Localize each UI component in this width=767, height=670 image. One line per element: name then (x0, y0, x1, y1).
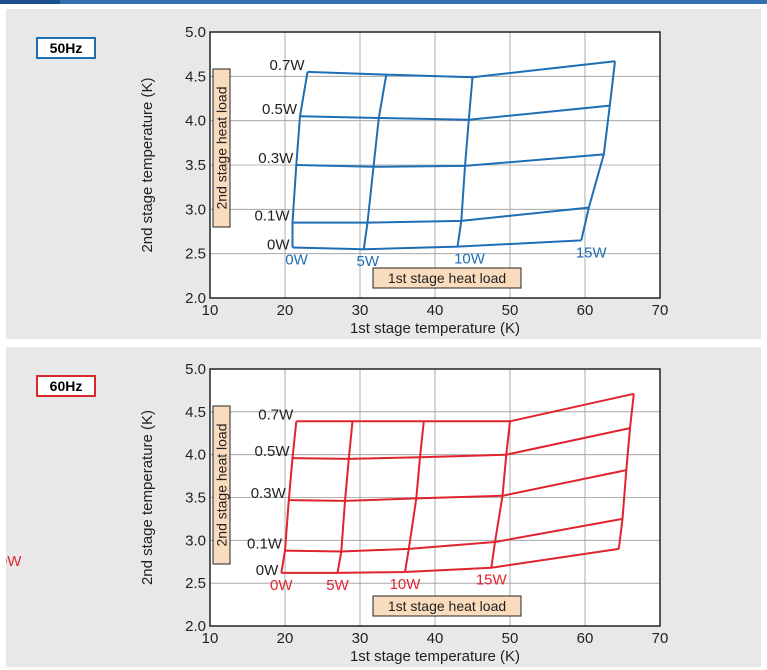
first-stage-load-label: 15W (576, 244, 608, 261)
y-tick-label: 3.5 (185, 490, 206, 507)
second-stage-load-label: 0.5W (262, 101, 298, 118)
second-stage-load-line (296, 392, 635, 423)
second-stage-load-label: 0W (267, 236, 290, 253)
x-axis-label: 1st stage temperature (K) (350, 648, 520, 665)
x-tick-label: 40 (427, 302, 444, 319)
second-stage-heat-load-box (212, 68, 231, 228)
x-tick-label: 20 (277, 302, 294, 319)
y-tick-label: 3.5 (185, 157, 206, 174)
x-tick-label: 70 (652, 302, 669, 319)
second-stage-load-label: 0.1W (254, 208, 290, 225)
y-tick-label: 4.0 (185, 113, 206, 130)
header-bar (0, 0, 767, 4)
y-tick-label: 2.0 (185, 290, 206, 307)
first-stage-heat-load-box (372, 267, 522, 289)
second-stage-load-label: 0.7W (269, 57, 305, 74)
second-stage-heat-load-title: 2nd stage heat load (214, 424, 230, 547)
first-stage-heat-load-title: 1st stage heat load (388, 598, 506, 614)
first-stage-load-label: 0W (270, 577, 293, 594)
second-stage-load-label: 0W (256, 562, 279, 579)
first-stage-load-line (336, 421, 354, 574)
first-stage-heat-load-title: 1st stage heat load (388, 270, 506, 286)
second-stage-load-line (296, 153, 604, 168)
y-tick-label: 5.0 (185, 361, 206, 378)
second-stage-load-label: 0.3W (258, 150, 294, 167)
first-stage-load-line (456, 77, 474, 247)
y-tick-label: 3.0 (185, 532, 206, 549)
second-stage-load-line (292, 239, 582, 251)
second-stage-load-line (292, 206, 589, 224)
y-tick-label: 2.5 (185, 575, 206, 592)
x-tick-label: 60 (577, 630, 594, 647)
y-axis-label: 2nd stage temperature (K) (139, 410, 156, 585)
second-stage-heat-load-title: 2nd stage heat load (214, 87, 230, 210)
y-axis-label: 2nd stage temperature (K) (139, 77, 156, 252)
first-stage-load-line (617, 393, 635, 550)
first-stage-load-line (404, 421, 425, 573)
x-tick-label: 40 (427, 630, 444, 647)
second-stage-load-label: 0.3W (251, 485, 287, 502)
x-tick-label: 20 (277, 630, 294, 647)
first-stage-load-line (490, 421, 511, 568)
first-stage-load-label: 15W (476, 572, 508, 589)
first-stage-load-label: 0W (285, 251, 308, 268)
second-stage-load-label: 0.5W (254, 443, 290, 460)
x-tick-label: 30 (352, 630, 369, 647)
frequency-badge-60hz: 60Hz (36, 375, 96, 397)
y-tick-label: 3.0 (185, 201, 206, 218)
x-axis-label: 1st stage temperature (K) (350, 320, 520, 337)
first-stage-load-label: 20W (6, 553, 22, 570)
chart-50hz: 10 20 30 40 50 60 70 2.0 2.5 3.0 3.5 4.0 4.5 5.0 1st s… (139, 24, 669, 337)
second-stage-load-line (299, 104, 610, 121)
header-accent (0, 0, 60, 4)
first-stage-load-line (280, 421, 298, 574)
first-stage-load-label: 5W (357, 253, 380, 270)
frequency-badge-50hz: 50Hz (36, 37, 96, 59)
x-tick-label: 50 (502, 302, 519, 319)
plot-frame (209, 368, 661, 627)
y-tick-label: 4.5 (185, 404, 206, 421)
x-tick-label: 60 (577, 302, 594, 319)
second-stage-heat-load-box (212, 405, 231, 565)
first-stage-load-line (291, 71, 309, 248)
x-tick-label: 30 (352, 302, 369, 319)
first-stage-load-label: 5W (326, 577, 349, 594)
first-stage-heat-load-box (372, 595, 522, 617)
first-stage-load-label: 10W (390, 576, 422, 593)
second-stage-load-line (307, 60, 616, 79)
x-tick-label: 70 (652, 630, 669, 647)
chart-panel-50hz: 10 20 30 40 50 60 70 2.0 2.5 3.0 3.5 4.0 4.5 5.0 1st s… (6, 9, 761, 339)
y-tick-label: 2.5 (185, 246, 206, 263)
chart-panel-60hz: 10 20 30 40 50 60 70 2.0 2.5 3.0 3.5 4.0 4.5 5.0 1st s… (6, 347, 761, 667)
y-tick-label: 5.0 (185, 24, 206, 41)
first-stage-load-label: 10W (454, 251, 486, 268)
y-tick-label: 2.0 (185, 618, 206, 635)
y-tick-label: 4.0 (185, 447, 206, 464)
x-tick-label: 50 (502, 630, 519, 647)
second-stage-load-label: 0.7W (258, 406, 294, 423)
first-stage-load-line (362, 74, 388, 250)
first-stage-load-line (580, 61, 616, 241)
chart-60hz: 10 20 30 40 50 60 70 2.0 2.5 3.0 3.5 4.0 4.5 5.0 1st s… (6, 361, 669, 665)
plot-frame (209, 31, 661, 299)
y-tick-label: 4.5 (185, 68, 206, 85)
x-tick-label: 10 (202, 630, 219, 647)
x-tick-label: 10 (202, 302, 219, 319)
second-stage-load-label: 0.1W (247, 536, 283, 553)
